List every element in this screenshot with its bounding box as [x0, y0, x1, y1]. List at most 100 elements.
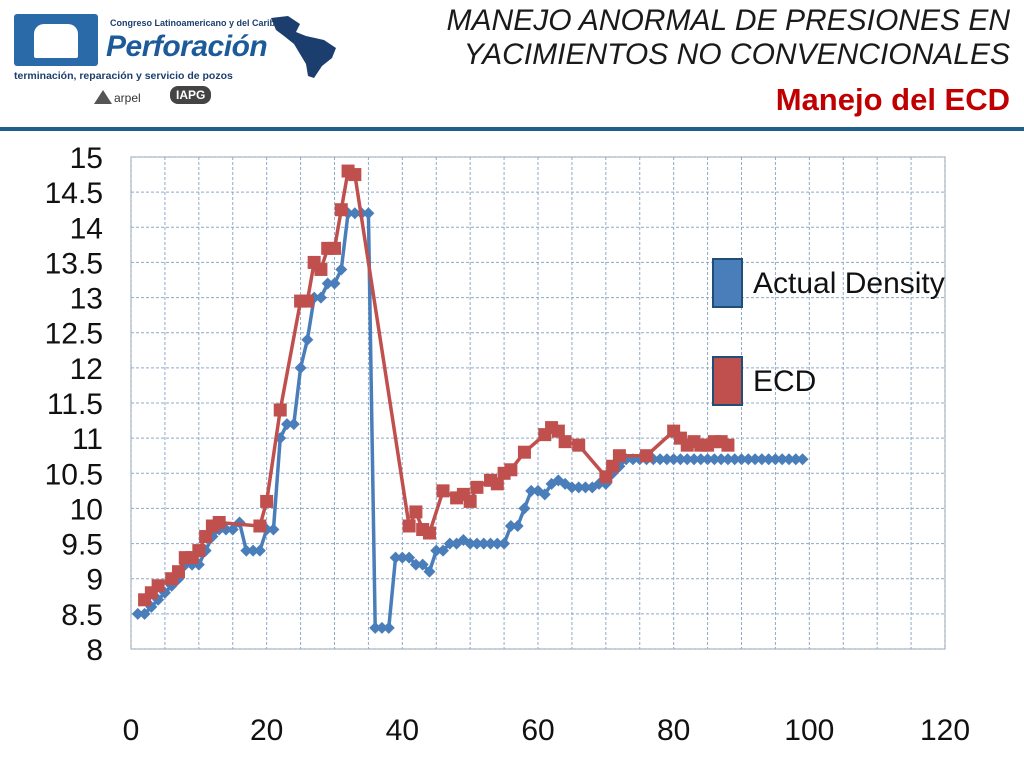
data-point [715, 453, 728, 466]
data-point [375, 621, 388, 634]
y-tick-label: 10.5 [45, 458, 103, 491]
logo-brand-text: Perforación [106, 30, 268, 63]
data-point [253, 544, 266, 557]
y-tick-label: 13.5 [45, 247, 103, 280]
y-tick-label: 11 [72, 423, 103, 456]
data-point [369, 621, 382, 634]
data-point [551, 424, 565, 438]
data-point [437, 544, 450, 557]
y-tick-label: 10 [70, 493, 103, 526]
data-point [281, 418, 294, 431]
data-point [131, 607, 144, 620]
data-point [674, 453, 687, 466]
y-tick-label: 8.5 [61, 599, 103, 632]
chart-series [131, 164, 809, 634]
y-tick-label: 12 [70, 353, 103, 386]
data-point [186, 558, 199, 571]
data-point [423, 565, 436, 578]
data-point [654, 453, 667, 466]
slide-header: Congreso Latinoamericano y del Caribe de… [0, 0, 1024, 128]
data-point [728, 453, 741, 466]
header-divider [0, 127, 1024, 131]
data-point [504, 463, 518, 477]
data-point [138, 607, 151, 620]
data-point [660, 453, 673, 466]
data-point [565, 481, 578, 494]
data-point [558, 435, 572, 449]
x-tick-label: 80 [657, 714, 690, 747]
x-axis-ticks: 0 20 40 60 80 100 120 [123, 714, 970, 747]
data-point [762, 453, 775, 466]
data-point [430, 544, 443, 557]
data-point [511, 520, 524, 532]
y-tick-label: 9 [86, 564, 103, 597]
data-point [240, 544, 253, 557]
slide-title-line-1: MANEJO ANORMAL DE PRESIONES EN [446, 4, 1010, 37]
series-actual-density [131, 207, 809, 634]
data-point [701, 453, 714, 466]
x-tick-label: 100 [784, 714, 834, 747]
data-point [504, 520, 517, 532]
data-point [328, 277, 341, 290]
y-tick-label: 12.5 [45, 318, 103, 351]
data-point [491, 537, 504, 550]
data-point [192, 558, 205, 571]
data-point [436, 484, 450, 498]
data-point [694, 453, 707, 466]
data-point [151, 579, 165, 593]
data-point [681, 453, 694, 466]
data-point [294, 361, 307, 374]
data-point [749, 453, 762, 466]
data-point [463, 494, 477, 508]
arpel-logo: arpel [94, 90, 141, 105]
iapg-logo: IAPG [170, 86, 212, 104]
data-point [518, 502, 531, 515]
chart-legend: Actual Density ECD [712, 258, 945, 406]
data-point [612, 449, 626, 463]
y-tick-label: 13 [70, 283, 103, 316]
data-point [321, 277, 334, 290]
data-point [409, 505, 423, 519]
data-point [450, 537, 463, 550]
legend-label: ECD [753, 365, 816, 398]
y-tick-label: 9.5 [61, 529, 103, 562]
data-point [199, 530, 213, 544]
data-point [362, 207, 375, 220]
y-tick-label: 14 [70, 212, 103, 245]
data-point [171, 565, 185, 579]
data-point [667, 453, 680, 466]
data-point [260, 494, 274, 508]
data-point [328, 241, 341, 255]
data-point [402, 519, 416, 533]
data-point [396, 551, 409, 564]
series-ecd [138, 164, 735, 607]
data-point [287, 418, 300, 431]
data-point [314, 262, 328, 276]
data-point [538, 488, 551, 501]
logo-congress-text: Congreso Latinoamericano y del Caribe de [110, 18, 294, 28]
data-point [572, 438, 586, 452]
data-point [769, 453, 782, 466]
data-point [776, 453, 789, 466]
arpel-triangle-icon [94, 90, 112, 104]
data-point [267, 523, 280, 536]
data-point [599, 470, 613, 484]
logo-tagline: terminación, reparación y servicio de po… [14, 70, 233, 82]
data-point [606, 459, 620, 473]
data-point [464, 537, 477, 550]
data-point [409, 558, 422, 571]
latin-america-map-icon [271, 16, 336, 78]
data-point [212, 515, 226, 529]
data-point [403, 551, 416, 564]
chart-grid [130, 156, 946, 650]
data-point [192, 544, 206, 558]
data-point [742, 453, 755, 466]
data-point [253, 519, 267, 533]
data-point [755, 453, 768, 466]
legend-label: Actual Density [753, 267, 945, 300]
data-point [470, 480, 484, 494]
data-point [484, 537, 497, 550]
x-tick-label: 40 [386, 714, 419, 747]
data-point [335, 263, 348, 276]
data-point [572, 481, 585, 494]
